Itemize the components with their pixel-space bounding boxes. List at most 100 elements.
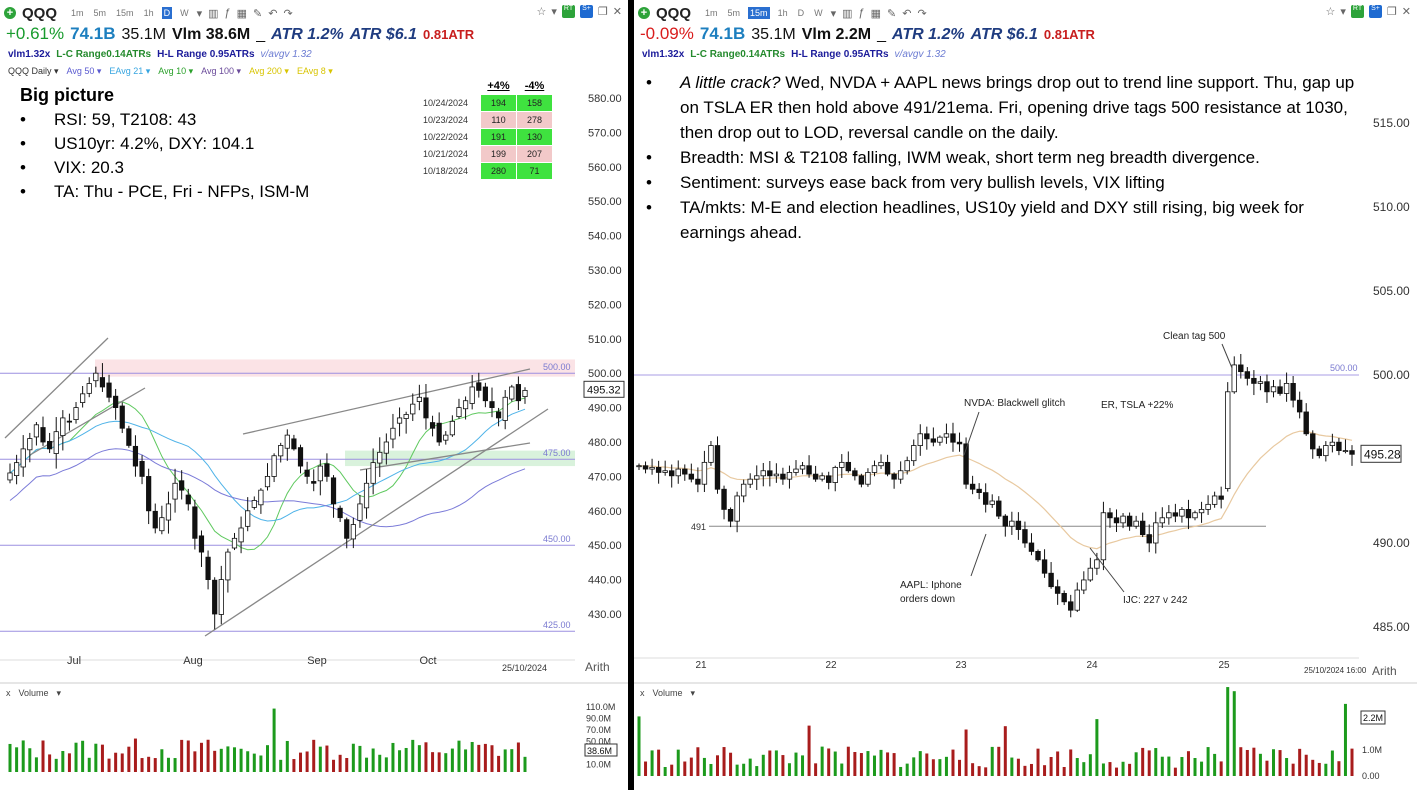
candle-body [1329, 441, 1336, 446]
volume-bar [292, 759, 296, 772]
legend-entry[interactable]: EAvg 21 ▾ [109, 66, 151, 76]
interval-5m[interactable]: 5m [93, 8, 107, 18]
volume-bar [61, 751, 65, 772]
restore-window-icon[interactable]: ❐ [1386, 6, 1397, 18]
star-icon[interactable]: ☆ [536, 6, 547, 18]
close-icon[interactable]: ✕ [1401, 6, 1411, 18]
interval-1h[interactable]: 1h [143, 8, 154, 18]
note-item: Breadth: MSI & T2108 falling, IWM weak, … [646, 145, 1366, 170]
bar-chart-icon[interactable]: ▥ [842, 7, 853, 20]
s-plus-badge-icon[interactable]: S+ [1369, 5, 1382, 18]
volume-bar [814, 763, 818, 776]
volume-bar [971, 763, 975, 776]
candle-body [832, 466, 838, 483]
breadth-row: 10/18/2024 280 71 [420, 162, 553, 180]
indicator-icon[interactable]: ƒ [224, 7, 231, 19]
star-icon[interactable]: ☆ [1325, 6, 1336, 18]
draw-icon[interactable]: ✎ [253, 7, 263, 20]
candle-body [911, 445, 917, 462]
volume-bar [944, 756, 948, 776]
candle-body [669, 470, 675, 477]
volume-bar [87, 757, 91, 772]
volume-bar [1193, 758, 1197, 776]
symbol-label[interactable]: QQQ [656, 4, 692, 22]
intraday-price-chart[interactable]: 515.00 510.00 505.00 500.00 490.00 485.00 500.… [634, 0, 1417, 790]
layout-icon[interactable]: ▦ [236, 7, 248, 20]
lc-range: L-C Range0.14ATRs [56, 49, 152, 60]
date-label: 25/10/2024 16:00 [1304, 666, 1367, 675]
candle-body [47, 440, 53, 450]
candle-body [1323, 445, 1329, 457]
interval-1m[interactable]: 1m [71, 8, 84, 18]
legend-entry[interactable]: EAvg 8 ▾ [296, 66, 333, 76]
volume-bar [8, 743, 12, 772]
month-tick-label: Oct [419, 655, 436, 667]
candle-body [1139, 520, 1146, 535]
interval-d[interactable]: D [161, 7, 173, 19]
interval-5m[interactable]: 5m [727, 8, 741, 18]
candle-body [708, 445, 714, 463]
interval-d[interactable]: D [797, 8, 805, 18]
close-icon[interactable]: x [6, 688, 11, 698]
interval-1m[interactable]: 1m [705, 8, 718, 18]
undo-icon[interactable]: ↶ [268, 7, 278, 20]
volume-bar [1062, 767, 1066, 776]
range-stats: vlm1.32x L-C Range0.14ATRs H-L Range 0.9… [642, 49, 946, 60]
volume-bar [127, 746, 131, 772]
add-symbol-icon[interactable]: + [638, 7, 650, 19]
candle-body [1211, 495, 1218, 505]
bar-chart-icon[interactable]: ▥ [208, 7, 219, 20]
price-tick-label: 500.00 [588, 368, 622, 380]
chevron-down-icon[interactable]: ▾ [830, 7, 837, 20]
daily-price-chart[interactable]: 580.00 570.00 560.00 550.00 540.00 530.00 520.… [0, 0, 628, 790]
volume-bar [239, 748, 243, 772]
add-symbol-icon[interactable]: + [4, 7, 16, 19]
candle-body [1120, 515, 1126, 524]
close-icon[interactable]: ✕ [612, 6, 622, 18]
volume-bar [219, 748, 223, 772]
layout-icon[interactable]: ▦ [870, 7, 882, 20]
chevron-down-icon[interactable]: ▾ [56, 688, 62, 698]
symbol-label[interactable]: QQQ [22, 4, 58, 22]
redo-icon[interactable]: ↷ [283, 7, 293, 20]
interval-1h[interactable]: 1h [777, 8, 788, 18]
draw-icon[interactable]: ✎ [887, 7, 897, 20]
restore-window-icon[interactable]: ❐ [597, 6, 608, 18]
candle-body [996, 500, 1002, 517]
chevron-down-icon[interactable]: ▾ [196, 7, 203, 20]
chevron-down-icon[interactable]: ▾ [551, 6, 557, 18]
redo-icon[interactable]: ↷ [917, 7, 927, 20]
undo-icon[interactable]: ↶ [902, 7, 912, 20]
volume-label: Volume [652, 688, 683, 698]
candle-body [760, 470, 766, 477]
note-text: Sentiment: surveys ease back from very b… [680, 173, 1165, 192]
candle-body [825, 475, 832, 483]
volume-bar [1049, 756, 1053, 776]
candle-body [476, 382, 482, 391]
candle-body [688, 473, 695, 480]
legend-entry[interactable]: QQQ Daily ▾ [8, 66, 59, 76]
legend-entry[interactable]: Avg 200 ▾ [249, 66, 289, 76]
rt-badge-icon[interactable]: RT [1350, 5, 1365, 18]
volume-bar [1128, 763, 1132, 776]
volume-bar [1082, 762, 1086, 776]
interval-15m[interactable]: 15m [748, 7, 770, 19]
annotation-nvda: NVDA: Blackwell glitch [964, 398, 1065, 409]
s-plus-badge-icon[interactable]: S+ [580, 5, 593, 18]
volume-ratio: vlm1.32x [642, 49, 685, 60]
candle-body [1100, 512, 1107, 561]
chevron-down-icon[interactable]: ▾ [690, 688, 696, 698]
resistance-zone [95, 359, 575, 377]
indicator-icon[interactable]: ƒ [858, 7, 865, 19]
legend-entry[interactable]: Avg 10 ▾ [158, 66, 194, 76]
interval-w[interactable]: W [814, 8, 823, 18]
legend-entry[interactable]: Avg 100 ▾ [201, 66, 242, 76]
legend-entry[interactable]: Avg 50 ▾ [66, 66, 102, 76]
candle-body [185, 494, 191, 505]
close-icon[interactable]: x [640, 688, 645, 698]
interval-w[interactable]: W [180, 8, 189, 18]
volume-bar [411, 739, 415, 772]
interval-15m[interactable]: 15m [116, 8, 134, 18]
chevron-down-icon[interactable]: ▾ [1340, 6, 1346, 18]
rt-badge-icon[interactable]: RT [561, 5, 576, 18]
